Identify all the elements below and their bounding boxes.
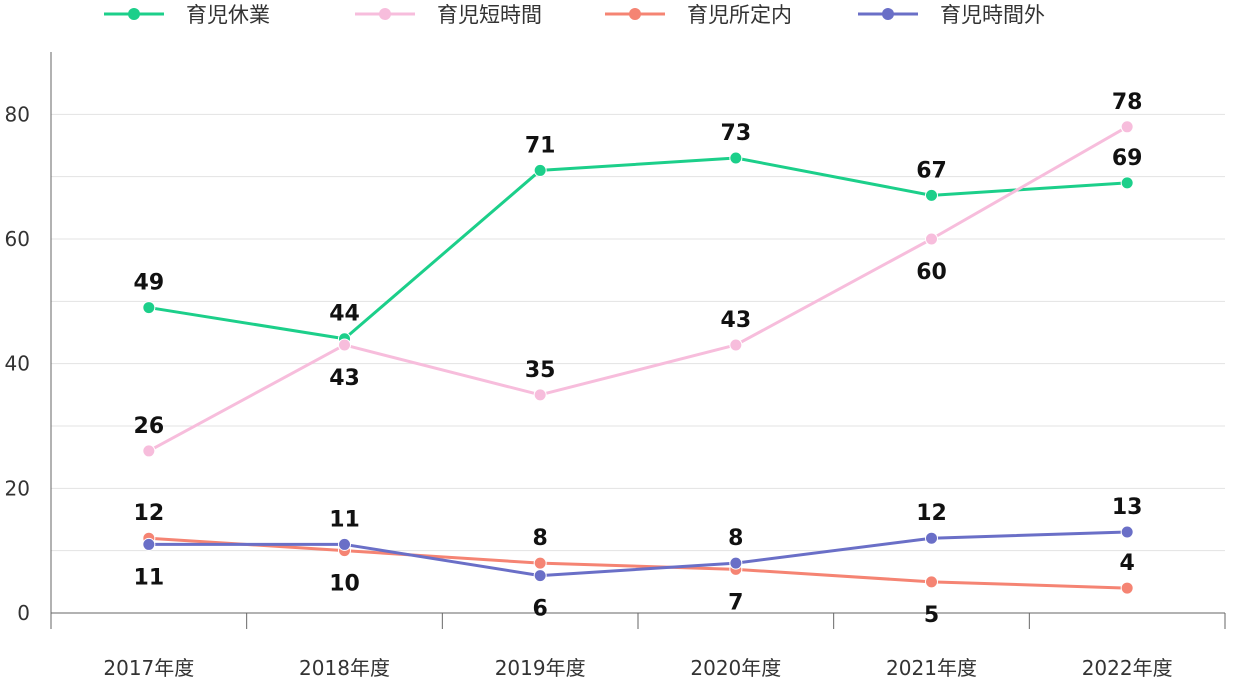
series-group bbox=[142, 120, 1134, 595]
y-tick-label: 0 bbox=[17, 601, 30, 625]
data-point bbox=[1120, 176, 1134, 190]
legend-label: 育児休業 bbox=[186, 3, 270, 27]
grid-lines bbox=[51, 113, 1225, 552]
data-label: 12 bbox=[134, 501, 165, 526]
series-line bbox=[148, 156, 1128, 341]
series-line bbox=[148, 530, 1128, 578]
data-point bbox=[142, 301, 156, 315]
data-label: 43 bbox=[329, 366, 360, 391]
data-label: 43 bbox=[721, 308, 752, 333]
legend-label: 育児時間外 bbox=[940, 3, 1045, 27]
data-label: 8 bbox=[728, 526, 743, 551]
x-tick-label: 2021年度 bbox=[886, 656, 977, 678]
data-label: 12 bbox=[916, 501, 947, 526]
legend-label: 育児所定内 bbox=[687, 3, 792, 27]
legend-swatch-dot bbox=[882, 8, 894, 20]
data-point bbox=[1120, 581, 1134, 595]
data-label: 13 bbox=[1112, 495, 1143, 520]
data-label: 4 bbox=[1120, 551, 1135, 576]
data-label: 78 bbox=[1112, 90, 1143, 115]
x-tick-label: 2020年度 bbox=[690, 656, 781, 678]
data-point bbox=[533, 556, 547, 570]
data-point bbox=[338, 338, 351, 352]
data-label: 69 bbox=[1112, 146, 1143, 171]
data-point bbox=[142, 537, 156, 551]
data-label: 8 bbox=[533, 526, 548, 551]
data-point bbox=[533, 569, 547, 583]
data-point bbox=[142, 444, 156, 458]
data-label: 7 bbox=[728, 590, 743, 615]
x-tick-label: 2022年度 bbox=[1082, 656, 1173, 678]
data-label: 10 bbox=[329, 572, 360, 597]
data-label: 5 bbox=[924, 603, 939, 628]
x-axis-ticks: 2017年度 2018年度 2019年度 2020年度 2021年度 2022年度 bbox=[103, 656, 1172, 678]
data-point bbox=[925, 575, 938, 589]
data-label: 71 bbox=[525, 133, 556, 158]
axes bbox=[50, 52, 1226, 629]
legend-label: 育児短時間 bbox=[437, 3, 542, 27]
y-tick-label: 40 bbox=[5, 352, 30, 376]
data-label: 60 bbox=[916, 260, 947, 285]
data-point bbox=[925, 232, 938, 246]
legend-swatch-dot bbox=[629, 8, 641, 20]
data-point bbox=[729, 556, 743, 570]
data-point bbox=[338, 537, 351, 551]
data-label: 6 bbox=[533, 597, 548, 622]
x-tick-label: 2017年度 bbox=[103, 656, 194, 678]
legend: 育児休業 育児短時間 育児所定内 育児時間外 bbox=[104, 3, 1045, 27]
x-tick-label: 2019年度 bbox=[495, 656, 586, 678]
y-axis-ticks: 0 20 40 60 80 bbox=[5, 102, 30, 625]
data-point bbox=[1120, 120, 1134, 134]
legend-swatch-dot bbox=[379, 8, 391, 20]
data-point bbox=[729, 338, 743, 352]
data-point bbox=[729, 151, 743, 165]
data-label: 11 bbox=[134, 565, 165, 590]
data-point bbox=[533, 388, 547, 402]
legend-swatch-dot bbox=[128, 8, 140, 20]
data-label: 35 bbox=[525, 358, 556, 383]
series-line bbox=[148, 536, 1128, 590]
data-label: 67 bbox=[916, 158, 947, 183]
data-labels: 49 44 71 73 67 69 26 43 35 43 60 78 12 10 8 7 5 4 11 11 6 8 12… bbox=[134, 90, 1143, 628]
data-label: 73 bbox=[721, 121, 752, 146]
data-label: 11 bbox=[329, 507, 360, 532]
x-tick-label: 2018年度 bbox=[299, 656, 390, 678]
series-line bbox=[148, 125, 1128, 453]
data-label: 44 bbox=[329, 302, 360, 327]
data-point bbox=[533, 163, 547, 177]
y-tick-label: 80 bbox=[5, 102, 30, 126]
data-point bbox=[1120, 525, 1134, 539]
y-tick-label: 60 bbox=[5, 227, 30, 251]
data-point bbox=[925, 188, 938, 202]
data-label: 49 bbox=[134, 271, 165, 296]
y-tick-label: 20 bbox=[5, 476, 30, 500]
data-label: 26 bbox=[134, 414, 165, 439]
data-point bbox=[925, 531, 938, 545]
